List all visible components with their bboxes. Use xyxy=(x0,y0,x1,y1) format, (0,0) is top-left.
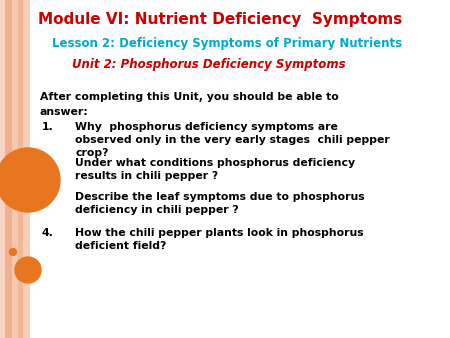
Text: Unit 2: Phosphorus Deficiency Symptoms: Unit 2: Phosphorus Deficiency Symptoms xyxy=(72,58,346,71)
Bar xyxy=(18,0,23,338)
Bar xyxy=(12,0,18,338)
Text: Lesson 2: Deficiency Symptoms of Primary Nutrients: Lesson 2: Deficiency Symptoms of Primary… xyxy=(52,37,402,50)
Text: answer:: answer: xyxy=(40,107,89,117)
Text: 2.: 2. xyxy=(42,158,54,168)
Circle shape xyxy=(9,248,17,256)
Circle shape xyxy=(0,148,60,212)
Circle shape xyxy=(15,257,41,283)
Bar xyxy=(5,0,12,338)
Text: 4.: 4. xyxy=(42,228,54,238)
Text: After completing this Unit, you should be able to: After completing this Unit, you should b… xyxy=(40,92,339,102)
Text: Module VI: Nutrient Deficiency  Symptoms: Module VI: Nutrient Deficiency Symptoms xyxy=(38,12,402,27)
Text: 3.: 3. xyxy=(42,192,54,202)
Text: Describe the leaf symptoms due to phosphorus
deficiency in chili pepper ?: Describe the leaf symptoms due to phosph… xyxy=(75,192,364,215)
Text: How the chili pepper plants look in phosphorus
deficient field?: How the chili pepper plants look in phos… xyxy=(75,228,364,251)
Bar xyxy=(0,0,5,338)
Text: Under what conditions phosphorus deficiency
results in chili pepper ?: Under what conditions phosphorus deficie… xyxy=(75,158,355,181)
Text: 1.: 1. xyxy=(42,122,54,132)
Bar xyxy=(23,0,30,338)
Text: Why  phosphorus deficiency symptoms are
observed only in the very early stages  : Why phosphorus deficiency symptoms are o… xyxy=(75,122,390,158)
